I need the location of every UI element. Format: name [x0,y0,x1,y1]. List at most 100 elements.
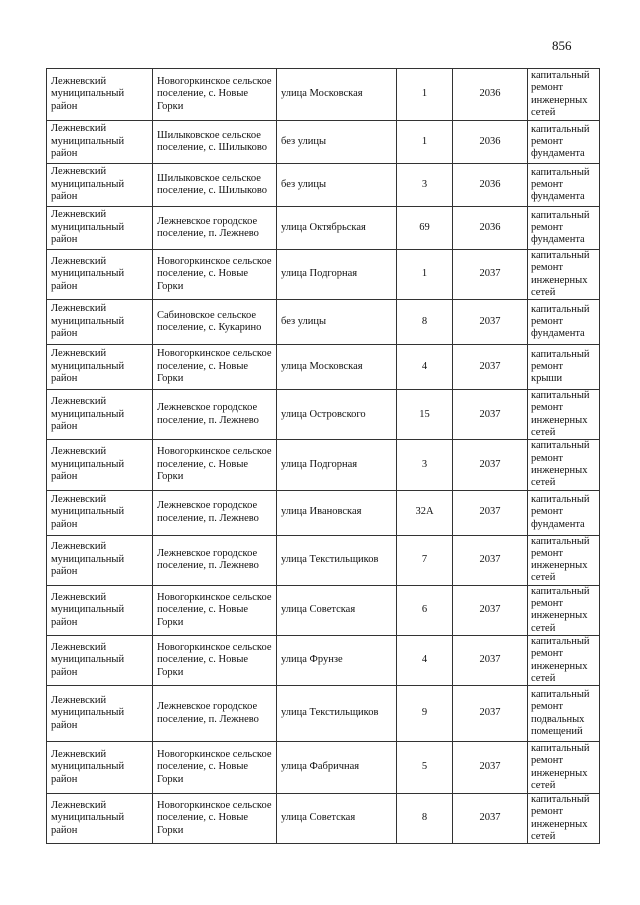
street-cell: улица Фабричная [276,741,397,795]
settlement-cell: Новогоркинское сельское поселение, с. Но… [152,634,277,687]
page-number: 856 [552,38,572,53]
work-type-cell: капитальный ремонт инженерных сетей [527,534,600,586]
year-cell: 2037 [452,584,528,636]
table-row: Лежневский муниципальный район Лежневское… [46,389,600,441]
year-cell: 2036 [452,163,528,207]
work-type-cell: капитальный ремонт инженерных сетей [527,439,600,491]
work-type-cell: капитальный ремонт инженерных сетей [527,68,600,121]
district-cell: Лежневский муниципальный район [46,793,153,845]
house-number-cell: 1 [396,120,453,164]
house-number-cell: 4 [396,344,453,391]
settlement-cell: Новогоркинское сельское поселение, с. Но… [152,68,277,121]
table-row: Лежневский муниципальный район Новогоркин… [46,584,600,636]
work-type-cell: капитальный ремонт подвальных помещений [527,685,600,743]
street-cell: улица Подгорная [276,248,397,301]
work-type-cell: капитальный ремонт фундамента [527,299,600,346]
year-cell: 2037 [452,793,528,845]
street-cell: улица Фрунзе [276,634,397,687]
work-type-cell: капитальный ремонт фундамента [527,120,600,164]
district-cell: Лежневский муниципальный район [46,489,153,536]
table-row: Лежневский муниципальный район Новогоркин… [46,793,600,845]
work-type-cell: капитальный ремонт инженерных сетей [527,793,600,845]
year-cell: 2037 [452,685,528,743]
district-cell: Лежневский муниципальный район [46,344,153,391]
house-number-cell: 69 [396,206,453,250]
table-row: Лежневский муниципальный район Новогоркин… [46,741,600,795]
table-row: Лежневский муниципальный район Новогоркин… [46,68,600,121]
year-cell: 2037 [452,344,528,391]
year-cell: 2037 [452,489,528,536]
district-cell: Лежневский муниципальный район [46,439,153,491]
year-cell: 2036 [452,68,528,121]
work-type-cell: капитальный ремонт инженерных сетей [527,634,600,687]
house-number-cell: 3 [396,439,453,491]
settlement-cell: Сабиновское сельское поселение, с. Кукар… [152,299,277,346]
settlement-cell: Шилыковское сельское поселение, с. Шилык… [152,163,277,207]
table-row: Лежневский муниципальный район Лежневское… [46,685,600,743]
settlement-cell: Новогоркинское сельское поселение, с. Но… [152,439,277,491]
work-type-cell: капитальный ремонт инженерных сетей [527,248,600,301]
house-number-cell: 1 [396,248,453,301]
district-cell: Лежневский муниципальный район [46,389,153,441]
year-cell: 2037 [452,534,528,586]
house-number-cell: 3 [396,163,453,207]
district-cell: Лежневский муниципальный район [46,206,153,250]
street-cell: улица Октябрьская [276,206,397,250]
house-number-cell: 8 [396,299,453,346]
settlement-cell: Новогоркинское сельское поселение, с. Но… [152,793,277,845]
district-cell: Лежневский муниципальный район [46,534,153,586]
year-cell: 2036 [452,206,528,250]
street-cell: улица Островского [276,389,397,441]
work-type-cell: капитальный ремонт крыши [527,344,600,391]
table-row: Лежневский муниципальный район Новогоркин… [46,248,600,301]
street-cell: улица Текстильщиков [276,534,397,586]
house-number-cell: 8 [396,793,453,845]
settlement-cell: Лежневское городское поселение, п. Лежне… [152,685,277,743]
street-cell: без улицы [276,163,397,207]
work-type-cell: капитальный ремонт инженерных сетей [527,741,600,795]
street-cell: улица Подгорная [276,439,397,491]
table-row: Лежневский муниципальный район Лежневское… [46,206,600,250]
work-type-cell: капитальный ремонт инженерных сетей [527,389,600,441]
work-type-cell: капитальный ремонт фундамента [527,489,600,536]
year-cell: 2037 [452,248,528,301]
house-number-cell: 9 [396,685,453,743]
street-cell: без улицы [276,299,397,346]
year-cell: 2037 [452,439,528,491]
settlement-cell: Новогоркинское сельское поселение, с. Но… [152,248,277,301]
district-cell: Лежневский муниципальный район [46,248,153,301]
street-cell: улица Текстильщиков [276,685,397,743]
house-number-cell: 15 [396,389,453,441]
settlement-cell: Лежневское городское поселение, п. Лежне… [152,389,277,441]
settlement-cell: Лежневское городское поселение, п. Лежне… [152,206,277,250]
year-cell: 2037 [452,299,528,346]
district-cell: Лежневский муниципальный район [46,634,153,687]
house-number-cell: 4 [396,634,453,687]
table-row: Лежневский муниципальный район Новогоркин… [46,634,600,687]
year-cell: 2037 [452,634,528,687]
district-cell: Лежневский муниципальный район [46,163,153,207]
district-cell: Лежневский муниципальный район [46,584,153,636]
table-row: Лежневский муниципальный район Шилыковско… [46,120,600,164]
table-row: Лежневский муниципальный район Лежневское… [46,489,600,536]
work-type-cell: капитальный ремонт фундамента [527,163,600,207]
street-cell: улица Ивановская [276,489,397,536]
table-row: Лежневский муниципальный район Шилыковско… [46,163,600,207]
street-cell: улица Московская [276,68,397,121]
district-cell: Лежневский муниципальный район [46,741,153,795]
table-row: Лежневский муниципальный район Сабиновско… [46,299,600,346]
settlement-cell: Лежневское городское поселение, п. Лежне… [152,489,277,536]
table-row: Лежневский муниципальный район Лежневское… [46,534,600,586]
repair-schedule-table: Лежневский муниципальный район Новогоркин… [46,68,600,845]
house-number-cell: 1 [396,68,453,121]
street-cell: без улицы [276,120,397,164]
work-type-cell: капитальный ремонт фундамента [527,206,600,250]
street-cell: улица Советская [276,584,397,636]
settlement-cell: Новогоркинское сельское поселение, с. Но… [152,584,277,636]
table-row: Лежневский муниципальный район Новогоркин… [46,439,600,491]
work-type-cell: капитальный ремонт инженерных сетей [527,584,600,636]
house-number-cell: 6 [396,584,453,636]
district-cell: Лежневский муниципальный район [46,685,153,743]
house-number-cell: 7 [396,534,453,586]
settlement-cell: Шилыковское сельское поселение, с. Шилык… [152,120,277,164]
